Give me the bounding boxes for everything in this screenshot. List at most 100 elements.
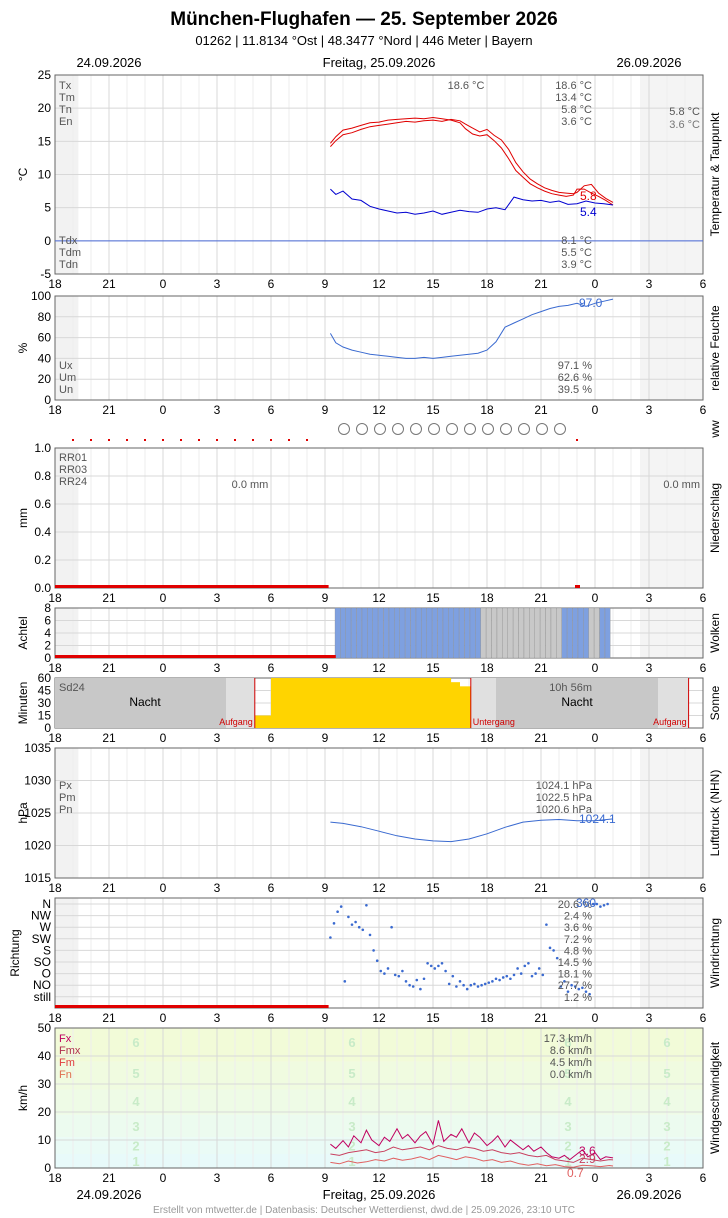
cloud-bar [529, 607, 535, 659]
sunshine-xtick-label: 21 [102, 731, 116, 745]
wind_speed-ytick-label: 0 [44, 1161, 51, 1175]
winddir-frequency: 7.2 % [564, 934, 592, 946]
twilight-area [658, 678, 689, 728]
beaufort-label: 4 [564, 1094, 572, 1109]
date-right-bottom: 26.09.2026 [616, 1187, 681, 1202]
sunshine-xtick-label: 15 [426, 731, 440, 745]
temp-bottom-legend-name: Tdn [59, 259, 78, 271]
pressure-legend-value: 1022.5 hPa [536, 792, 593, 804]
night-area [470, 678, 689, 728]
sunshine-bar [289, 678, 307, 728]
winddir-point [498, 978, 501, 982]
winddir-point [476, 985, 480, 988]
winddir-frequency: 1.2 % [564, 992, 592, 1004]
humidity-legend-name: Ux [59, 360, 73, 372]
cloud-bar [561, 607, 568, 659]
winddir-point [566, 990, 570, 993]
cloud-bar [513, 607, 519, 659]
precip-missing-marker [180, 439, 182, 441]
winddir-xtick-label: 3 [646, 1011, 653, 1025]
precipitation-xtick-label: 18 [480, 591, 494, 605]
temperature-xtick-label: 9 [322, 277, 329, 291]
winddir-point [577, 987, 581, 991]
pressure-xtick-label: 21 [102, 881, 116, 895]
beaufort-label: 6 [564, 1035, 571, 1050]
temp-top-legend-value: 13.4 °C [555, 92, 592, 104]
humidity-xtick-label: 21 [102, 403, 116, 417]
cloud-bar [502, 607, 508, 659]
winddir-point [527, 961, 530, 965]
wind_speed-ytick-label: 50 [38, 1021, 52, 1035]
humidity-xtick-label: 21 [534, 403, 548, 417]
cloud-bar [432, 607, 438, 659]
clouds-ylabel: Achtel [16, 616, 30, 649]
cloud-bar [518, 607, 524, 659]
winddir-point [516, 967, 519, 970]
temp-top-legend-value: 5.8 °C [561, 104, 592, 116]
winddir-tick-label: O [42, 967, 51, 981]
cloud-bar [594, 607, 600, 659]
winddir-point [545, 923, 548, 926]
sunshine-xtick-label: 21 [534, 731, 548, 745]
cloud-bar [583, 607, 589, 659]
humidity-side-label: relative Feuchte [708, 305, 722, 391]
pressure-legend-value: 1020.6 hPa [536, 804, 593, 816]
winddir-tick-label: NO [33, 978, 51, 992]
temp-series-line [330, 118, 614, 203]
winddir-xtick-label: 15 [426, 1011, 440, 1025]
winddir-point [329, 936, 332, 939]
winddir-point [426, 961, 429, 965]
winddir-point [483, 982, 487, 986]
beaufort-label: 3 [348, 1119, 355, 1134]
cloud-bar [367, 607, 373, 659]
night-label: Nacht [129, 695, 161, 709]
temp-bottom-legend-value: 8.1 °C [561, 235, 592, 247]
cloud-bar [334, 607, 341, 659]
clouds-side-label: Wolken [708, 613, 722, 653]
humidity-ytick-label: 40 [38, 351, 52, 365]
wind_speed-xtick-label: 3 [646, 1171, 653, 1185]
wind_speed-ytick-label: 20 [38, 1105, 52, 1119]
pressure-line [330, 818, 614, 843]
precip-annotation: 0.0 mm [232, 479, 269, 491]
ww-symbol [464, 423, 476, 435]
pressure-end-label: 1024.1 [579, 812, 616, 826]
winddir-point [462, 983, 465, 987]
winddir-point [451, 974, 455, 978]
winddir-point [581, 986, 584, 990]
cloud-bar [351, 607, 357, 659]
winddir-point [599, 905, 602, 908]
station-info: 01262 | 11.8134 °Ost | 48.3477 °Nord | 4… [195, 33, 532, 48]
cloud-bar [361, 607, 368, 659]
precip-missing-marker [72, 439, 74, 441]
beaufort-label: 3 [564, 1119, 571, 1134]
ww-symbol [482, 423, 494, 435]
wind-legend-name: Fx [59, 1033, 72, 1045]
winddir-point [447, 982, 451, 986]
temperature-xtick-label: 6 [700, 277, 707, 291]
precipitation-xtick-label: 6 [700, 591, 707, 605]
night-area [55, 678, 255, 728]
winddir-point [361, 928, 365, 932]
winddir-tick-label: W [40, 920, 52, 934]
wind_speed-ytick-label: 30 [38, 1077, 52, 1091]
temperature-ytick-label: 25 [38, 68, 52, 82]
pressure-ytick-label: 1025 [24, 806, 51, 820]
precip-missing-marker [144, 439, 146, 441]
cloud-bar [453, 607, 460, 659]
temp-end-label: 5.8 [580, 189, 597, 203]
temperature-xtick-label: 3 [646, 277, 653, 291]
page-title: München-Flughafen — 25. September 2026 [170, 9, 557, 30]
temp-bottom-legend-name: Tdx [59, 235, 78, 247]
winddir-frequency: 3.6 % [564, 922, 592, 934]
cloud-bar [480, 607, 487, 659]
winddir-point [350, 923, 354, 926]
precip-missing-marker [306, 439, 308, 441]
sunshine-xtick-label: 9 [322, 731, 329, 745]
precipitation-panel: 1.00.80.60.40.20.018 21 0 3 6 9 12 15 18 21 0 3 6Nie… [16, 439, 722, 605]
pressure-ytick-label: 1015 [24, 871, 51, 885]
humidity-legend-value: 62.6 % [558, 372, 592, 384]
winddir-point [588, 992, 591, 996]
